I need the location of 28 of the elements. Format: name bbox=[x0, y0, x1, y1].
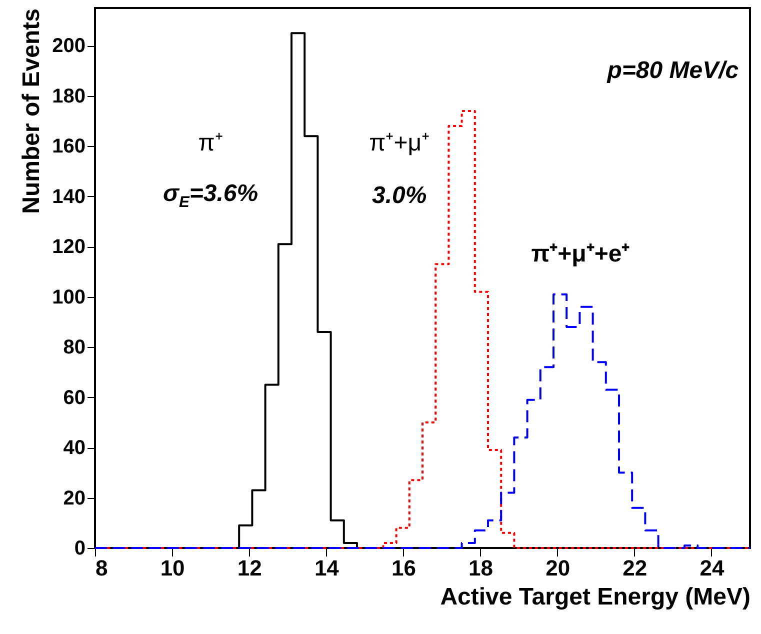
series-label: π⁺+μ⁺ bbox=[369, 128, 430, 158]
x-tick-label: 22 bbox=[622, 556, 648, 580]
y-tick-label: 100 bbox=[52, 286, 86, 308]
y-tick-label: 160 bbox=[52, 136, 86, 158]
y-tick-label: 0 bbox=[74, 538, 86, 560]
y-tick-label: 40 bbox=[63, 437, 86, 460]
x-tick-label: 12 bbox=[237, 556, 262, 580]
text: π⁺ bbox=[198, 128, 223, 158]
x-tick-label: 20 bbox=[546, 556, 570, 580]
y-tick-label: 180 bbox=[52, 85, 86, 108]
x-tick-label: 14 bbox=[314, 556, 340, 580]
annotation: 3.0% bbox=[372, 182, 427, 210]
y-tick-label: 140 bbox=[52, 186, 86, 208]
x-tick-label: 18 bbox=[468, 556, 494, 580]
x-tick-label: 8 bbox=[96, 556, 108, 580]
y-tick-label: 200 bbox=[52, 35, 86, 58]
x-tick-label: 16 bbox=[391, 556, 416, 580]
annotation: σ$_{E}$=3.6% bbox=[163, 180, 258, 212]
y-tick-label: 80 bbox=[63, 336, 86, 359]
x-tick-label: 10 bbox=[160, 556, 185, 580]
x-axis-title: Active Target Energy (MeV) bbox=[440, 584, 750, 610]
y-axis-title: Number of Events bbox=[18, 8, 46, 214]
x-tick-label: 24 bbox=[700, 556, 725, 580]
y-tick-label: 120 bbox=[52, 236, 86, 258]
y-tick-label: 60 bbox=[63, 386, 86, 409]
y-tick-label: 20 bbox=[63, 487, 86, 510]
annotation: p=80 MeV/c bbox=[607, 56, 739, 85]
series-label: π⁺+μ⁺+e⁺ bbox=[531, 239, 630, 268]
